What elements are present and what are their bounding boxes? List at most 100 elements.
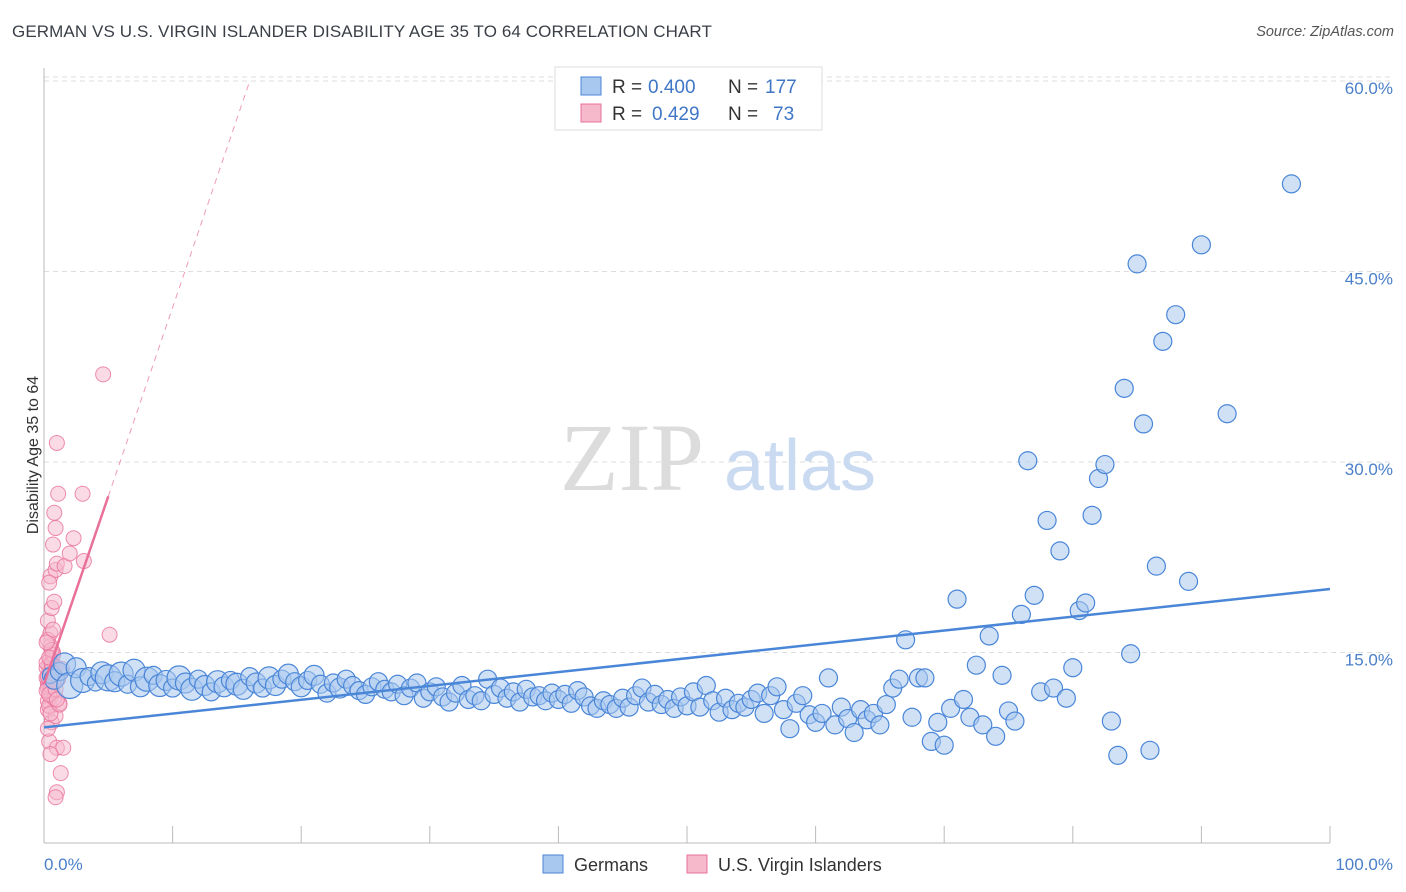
data-point-germans	[1166, 305, 1186, 325]
data-point-virgin-islanders	[55, 739, 72, 756]
x-ticks	[172, 826, 1331, 843]
data-point-virgin-islanders	[61, 545, 78, 562]
data-point-virgin-islanders	[47, 520, 64, 537]
data-point-virgin-islanders	[65, 530, 82, 547]
data-point-germans	[818, 668, 839, 688]
data-point-germans	[902, 707, 922, 727]
data-point-germans	[1217, 404, 1237, 424]
bottom-legend-label-virgin-islanders: U.S. Virgin Islanders	[718, 855, 882, 875]
legend-n-value-germans: 177	[765, 77, 797, 98]
legend-swatch-virgin-islanders	[580, 103, 602, 123]
legend-n-value-virgin-islanders: 73	[773, 104, 794, 125]
trend-line-extension-virgin-islanders	[107, 80, 251, 497]
data-point-virgin-islanders	[47, 789, 64, 806]
data-point-virgin-islanders	[74, 485, 91, 502]
watermark-zip: ZIP	[560, 404, 704, 511]
legend-r-label-germans: R =	[612, 77, 642, 98]
data-point-germans	[1101, 711, 1121, 731]
data-point-germans	[979, 626, 999, 646]
data-point-germans	[1140, 740, 1160, 760]
data-point-germans	[953, 689, 974, 710]
data-point-virgin-islanders	[45, 536, 62, 553]
data-point-virgin-islanders	[38, 634, 55, 651]
data-point-germans	[1146, 556, 1166, 576]
y-tick-label: 60.0%	[1345, 79, 1393, 98]
x-tick-label-min: 0.0%	[44, 855, 83, 874]
data-point-germans	[915, 668, 935, 688]
legend-r-value-germans: 0.400	[648, 77, 696, 98]
data-point-germans	[1005, 711, 1025, 731]
data-point-virgin-islanders	[42, 746, 59, 763]
data-point-germans	[934, 735, 954, 755]
chart-source: Source: ZipAtlas.com	[1256, 24, 1394, 40]
trend-line-virgin-islanders	[42, 495, 110, 685]
data-point-virgin-islanders	[101, 626, 118, 643]
y-axis-title: Disability Age 35 to 64	[25, 376, 42, 534]
data-point-germans	[1153, 331, 1173, 351]
data-point-virgin-islanders	[48, 691, 65, 708]
data-point-germans	[1082, 505, 1102, 525]
data-point-germans	[986, 726, 1006, 746]
data-point-germans	[1095, 454, 1115, 475]
data-point-germans	[1114, 378, 1134, 398]
data-point-germans	[1056, 688, 1076, 708]
data-point-virgin-islanders	[45, 621, 62, 638]
data-point-germans	[1076, 593, 1096, 613]
data-point-virgin-islanders	[46, 504, 63, 521]
legend-n-label-germans: N =	[728, 77, 758, 98]
watermark-atlas: atlas	[724, 426, 876, 506]
data-point-germans	[793, 686, 813, 706]
trend-lines	[42, 80, 1331, 729]
bottom-legend-swatch-virgin-islanders	[686, 854, 708, 874]
data-point-virgin-islanders	[48, 434, 65, 451]
series-germans	[41, 174, 1302, 765]
data-point-germans	[1063, 658, 1083, 678]
data-point-germans	[780, 719, 800, 739]
y-tick-labels: 15.0% 30.0% 45.0% 60.0%	[1345, 79, 1393, 670]
data-point-germans	[1178, 571, 1199, 591]
data-point-germans	[992, 665, 1012, 685]
data-point-virgin-islanders	[46, 593, 63, 610]
bottom-legend: Germans U.S. Virgin Islanders	[542, 854, 882, 875]
data-point-germans	[844, 722, 864, 743]
data-point-virgin-islanders	[41, 574, 58, 591]
data-point-germans	[947, 589, 967, 609]
data-point-germans	[1121, 644, 1141, 664]
data-point-germans	[966, 655, 986, 675]
data-point-germans	[1191, 235, 1212, 255]
data-point-germans	[1018, 451, 1038, 471]
data-point-germans	[870, 715, 890, 735]
grid-lines	[44, 76, 1393, 653]
data-point-virgin-islanders	[52, 765, 69, 782]
data-point-virgin-islanders	[39, 720, 56, 737]
data-point-germans	[1043, 678, 1064, 698]
data-point-germans	[1133, 414, 1154, 434]
legend-r-label-virgin-islanders: R =	[612, 104, 642, 125]
data-point-germans	[1037, 510, 1057, 531]
data-point-germans	[1108, 745, 1128, 765]
y-tick-label: 30.0%	[1345, 460, 1393, 479]
chart-title: GERMAN VS U.S. VIRGIN ISLANDER DISABILIT…	[12, 22, 712, 41]
data-point-germans	[1024, 585, 1044, 605]
data-point-germans	[812, 703, 832, 724]
y-tick-label: 45.0%	[1345, 270, 1393, 289]
data-point-germans	[876, 694, 896, 715]
legend-r-value-virgin-islanders: 0.429	[652, 104, 700, 125]
data-point-virgin-islanders	[95, 366, 112, 383]
y-tick-label: 15.0%	[1345, 651, 1393, 670]
bottom-legend-label-germans: Germans	[574, 855, 648, 875]
data-point-virgin-islanders	[50, 485, 67, 502]
data-point-germans	[973, 715, 993, 735]
data-point-germans	[754, 703, 774, 724]
data-point-germans	[767, 677, 787, 697]
data-point-germans	[1281, 174, 1302, 194]
trend-line-germans	[43, 587, 1331, 729]
bottom-legend-swatch-germans	[542, 854, 564, 874]
data-point-germans	[1050, 541, 1070, 561]
legend-swatch-germans	[580, 76, 602, 96]
data-point-germans	[889, 669, 909, 689]
x-tick-label-max: 100.0%	[1335, 855, 1393, 874]
legend-n-label-virgin-islanders: N =	[728, 104, 758, 125]
data-point-germans	[1127, 254, 1147, 274]
